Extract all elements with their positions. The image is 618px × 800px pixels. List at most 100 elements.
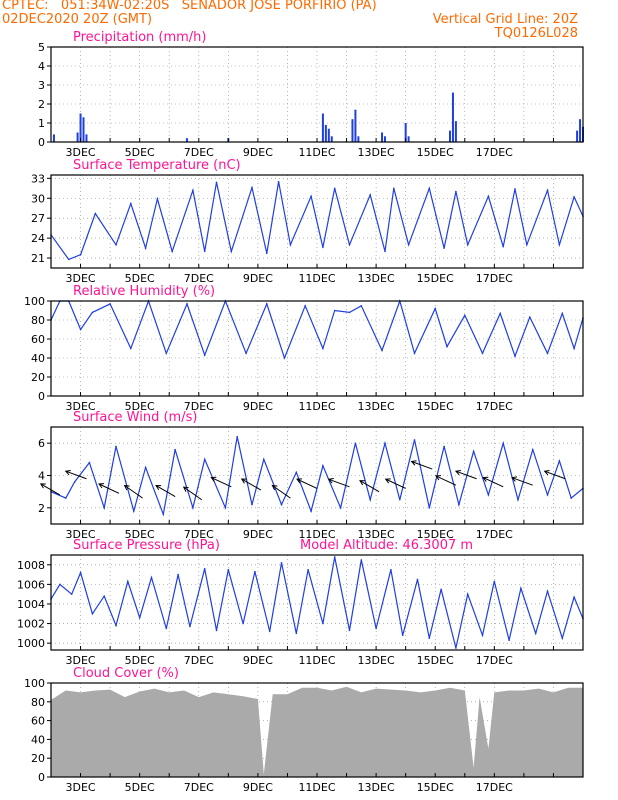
humidity-point — [333, 309, 336, 312]
pressure-ytick-label: 1004 — [17, 598, 45, 611]
pressure-point — [333, 556, 336, 558]
pressure-xtick-label: 7DEC — [184, 654, 214, 667]
wind-point — [162, 513, 165, 516]
wind-point — [354, 442, 357, 444]
cloud-xtick-label: 15DEC — [417, 781, 454, 794]
pressure-point — [307, 568, 309, 571]
wind-point — [413, 439, 416, 441]
temperature-point — [466, 243, 469, 246]
wind-point — [558, 460, 561, 462]
wind-point — [224, 507, 227, 509]
pressure-point — [79, 571, 82, 574]
temperature-point — [322, 246, 324, 249]
humidity-xtick-label: 7DEC — [184, 400, 214, 413]
wind-point — [174, 448, 176, 451]
precip-bar — [357, 136, 360, 142]
precip-bar — [407, 136, 410, 142]
humidity-point — [265, 303, 268, 305]
wind-vector — [385, 478, 406, 489]
temperature-xtick-label: 15DEC — [417, 272, 454, 285]
cloud-xtick-label: 13DEC — [358, 781, 395, 794]
cloud-xtick-label: 7DEC — [184, 781, 214, 794]
pressure-xtick-label: 3DEC — [66, 654, 96, 667]
precip-bar — [454, 121, 457, 142]
temperature-ytick-label: 21 — [31, 252, 45, 265]
wind-vector — [411, 461, 433, 470]
temperature-point — [265, 252, 268, 255]
wind-vector — [544, 470, 566, 480]
humidity-point — [546, 352, 549, 355]
wind-point — [531, 448, 534, 451]
precip-bar — [404, 123, 407, 142]
temperature-xtick-label: 7DEC — [184, 272, 214, 285]
wind-vector-head — [454, 469, 461, 476]
pressure-point — [534, 632, 537, 635]
wind-point — [251, 503, 253, 506]
humidity-ytick-label: 80 — [31, 314, 45, 327]
humidity-xtick-label: 3DEC — [66, 400, 96, 413]
temperature-point — [558, 243, 561, 246]
pressure-annotation: Model Altitude: 46.3007 m — [300, 538, 473, 553]
humidity-line — [50, 299, 584, 360]
temperature-xtick-label: 3DEC — [66, 272, 96, 285]
temperature-ytick-label: 30 — [31, 192, 45, 205]
cloud-ytick-label: 100 — [24, 677, 45, 690]
pressure-point — [177, 573, 179, 576]
wind-panel — [39, 426, 584, 525]
pressure-point — [268, 630, 271, 633]
pressure-ytick-label: 1006 — [17, 578, 45, 591]
pressure-point — [573, 596, 575, 598]
temperature-point — [79, 253, 82, 256]
wind-vector — [296, 478, 318, 489]
wind-vector-head — [435, 475, 441, 481]
cloud-ytick-label: 40 — [31, 733, 45, 746]
wind-title: Surface Wind (m/s) — [73, 410, 197, 425]
pressure-point — [375, 627, 377, 630]
precip-bar — [79, 113, 82, 142]
pressure-xtick-label: 5DEC — [125, 654, 155, 667]
header-station: CPTEC: 051:34W-02:20S SENADOR JOSE PORFI… — [2, 0, 377, 13]
pressure-point — [242, 622, 244, 625]
wind-vector-head — [123, 484, 130, 491]
wind-point — [280, 503, 283, 506]
cloud-xtick-label: 9DEC — [243, 781, 273, 794]
humidity-point — [186, 303, 188, 305]
wind-vector — [455, 470, 477, 480]
pressure-point — [103, 595, 105, 597]
humidity-xtick-label: 11DEC — [298, 400, 335, 413]
cloud-ytick-label: 0 — [38, 771, 45, 784]
wind-vector-head — [511, 476, 518, 482]
pressure-ytick-label: 1000 — [17, 637, 45, 650]
pressure-point — [348, 629, 351, 632]
wind-point — [339, 507, 342, 509]
pressure-point — [138, 616, 141, 619]
precip-title: Precipitation (mm/h) — [73, 30, 206, 45]
wind-vector — [435, 475, 457, 486]
cloud-title: Cloud Cover (%) — [73, 666, 179, 681]
cloud-xtick-label: 17DEC — [476, 781, 513, 794]
wind-line — [50, 436, 584, 517]
temperature-ytick-label: 33 — [31, 172, 45, 185]
wind-ytick-label: 6 — [38, 437, 45, 450]
temperature-point — [333, 187, 336, 190]
precip-bar — [52, 134, 55, 142]
pressure-xtick-label: 9DEC — [243, 654, 273, 667]
temperature-point — [144, 247, 147, 249]
wind-point — [369, 498, 372, 501]
humidity-xtick-label: 9DEC — [243, 400, 273, 413]
pressure-point — [493, 580, 496, 583]
temperature-point — [546, 189, 549, 192]
precip-bar — [76, 132, 79, 142]
precip-bar — [381, 132, 384, 142]
pressure-point — [440, 588, 442, 591]
temperature-point — [192, 189, 194, 192]
cloud-ytick-label: 80 — [31, 696, 45, 709]
temperature-point — [67, 258, 70, 261]
temperature-xtick-label: 5DEC — [125, 272, 155, 285]
wind-xtick-label: 5DEC — [125, 528, 155, 541]
precip-ytick-label: 5 — [38, 41, 45, 54]
temperature-point — [443, 247, 445, 249]
temperature-xtick-label: 13DEC — [358, 272, 395, 285]
humidity-panel — [47, 299, 584, 397]
wind-vector — [155, 485, 176, 497]
